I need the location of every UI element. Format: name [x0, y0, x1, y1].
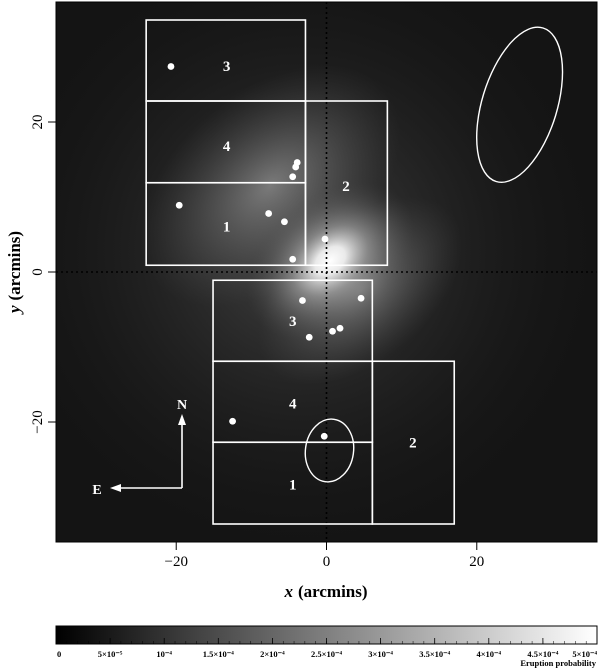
colorbar-tick-label: 5×10⁻⁴ [572, 649, 597, 659]
vent-point [289, 173, 297, 181]
y-tick-label: −20 [30, 410, 46, 433]
vent-point [336, 324, 344, 332]
colorbar-tick-label: 2×10⁻⁴ [260, 649, 285, 659]
region-label: 1 [289, 477, 297, 493]
colorbar-tick-label: 10⁻⁴ [156, 649, 172, 659]
region-label: 2 [342, 179, 350, 195]
colorbar-tick-label: 0 [57, 649, 61, 659]
colorbar-tick-label: 4.5×10⁻⁴ [527, 649, 558, 659]
colorbar-tick-label: 4×10⁻⁴ [476, 649, 501, 659]
uncertainty-ellipse [475, 26, 564, 183]
colorbar-tick-label: 3.5×10⁻⁴ [419, 649, 450, 659]
x-tick-label: 0 [323, 554, 331, 570]
colorbar: 0 5×10⁻⁵ 10⁻⁴ 1.5×10⁻⁴ 2×10⁻⁴ 2.5×10⁻⁴ 3×10⁻⁴ 3… [55, 625, 598, 668]
colorbar-tick-label: 2.5×10⁻⁴ [311, 649, 342, 659]
y-axis-var: y [5, 305, 24, 315]
vent-point [175, 201, 183, 209]
colorbar-tick-label: 5×10⁻⁵ [98, 649, 123, 659]
y-axis-title: y (arcmins) [5, 231, 24, 315]
vent-point [320, 432, 328, 440]
vent-point [229, 417, 236, 425]
compass-east-label: E [92, 483, 101, 498]
x-axis-var: x [283, 582, 293, 601]
y-axis-unit: (arcmins) [5, 231, 24, 301]
vent-point [167, 63, 175, 70]
vent-point [329, 327, 336, 335]
region-label: 3 [223, 59, 231, 75]
region-label: 2 [409, 435, 417, 451]
crosshair-lines [56, 2, 597, 542]
y-tick-label: 20 [30, 115, 46, 130]
uncertainty-ellipses [304, 26, 564, 483]
compass-rose: N E [92, 398, 187, 498]
x-axis-unit: (arcmins) [298, 582, 368, 601]
east-arrow-head-icon [110, 484, 121, 492]
vent-point [299, 297, 306, 304]
uncertainty-ellipse [304, 418, 355, 483]
region-boxes: 3 4 1 2 3 4 1 2 [145, 19, 456, 525]
y-axis-ticks: −20 0 20 [30, 115, 56, 434]
colorbar-ticks: 0 5×10⁻⁵ 10⁻⁴ 1.5×10⁻⁴ 2×10⁻⁴ 2.5×10⁻⁴ 3×10⁻⁴ 3… [55, 638, 597, 659]
region-label: 4 [223, 139, 231, 155]
vent-point [289, 255, 297, 263]
vent-point [265, 210, 273, 217]
x-axis-ticks: −20 0 20 [164, 542, 484, 570]
probability-heatmap [56, 2, 597, 542]
x-tick-label: −20 [164, 554, 187, 570]
vent-points [167, 63, 365, 440]
compass-north-label: N [177, 398, 187, 413]
region-label: 1 [223, 219, 231, 235]
region-box [371, 360, 456, 525]
region-label: 3 [289, 314, 297, 330]
vent-point [281, 218, 288, 226]
colorbar-title: Eruption probability [520, 658, 596, 668]
y-tick-label: 0 [30, 268, 46, 276]
region-box [304, 100, 389, 267]
region-label: 4 [289, 396, 297, 412]
x-axis-title: x (arcmins) [283, 582, 367, 601]
colorbar-tick-label: 3×10⁻⁴ [368, 649, 393, 659]
vent-point [292, 163, 300, 171]
vent-point [357, 294, 365, 302]
colorbar-tick-label: 1.5×10⁻⁴ [203, 649, 234, 659]
x-tick-label: 20 [469, 554, 484, 570]
north-arrow-head-icon [178, 414, 186, 425]
vent-point [305, 333, 313, 341]
vent-point [321, 235, 329, 243]
